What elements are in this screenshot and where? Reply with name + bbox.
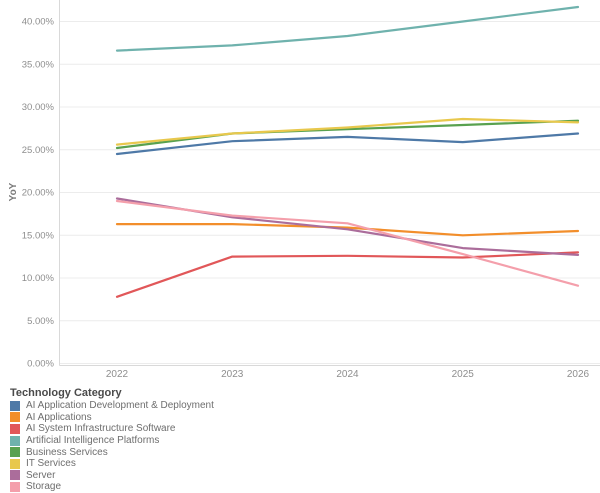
- y-axis-title: YoY: [8, 182, 19, 201]
- x-tick-label: 2024: [336, 369, 359, 380]
- y-tick-label: 20.00%: [22, 188, 55, 199]
- series-line-2[interactable]: [117, 252, 578, 296]
- legend-swatch: [10, 436, 20, 446]
- yoy-line-chart[interactable]: 0.00% 5.00% 10.00% 15.00% 20.00% 25.00% 30.00%…: [0, 0, 600, 385]
- legend-item-label: AI Application Development & Deployment: [26, 400, 214, 411]
- legend-item-3[interactable]: Artificial Intelligence Platforms: [10, 435, 600, 447]
- legend-item-label: IT Services: [26, 458, 76, 469]
- y-tick-label: 30.00%: [22, 102, 55, 113]
- legend-title: Technology Category: [10, 387, 600, 400]
- y-tick-label: 0.00%: [27, 359, 54, 370]
- y-tick-label: 35.00%: [22, 59, 55, 70]
- series-line-0[interactable]: [117, 134, 578, 155]
- legend-item-6[interactable]: Server: [10, 470, 600, 482]
- legend-item-7[interactable]: Storage: [10, 481, 600, 493]
- y-tick-label: 10.00%: [22, 273, 55, 284]
- legend-item-label: Artificial Intelligence Platforms: [26, 435, 159, 446]
- legend-swatch: [10, 447, 20, 457]
- legend-item-0[interactable]: AI Application Development & Deployment: [10, 400, 600, 412]
- legend-item-4[interactable]: Business Services: [10, 446, 600, 458]
- chart-area: 0.00% 5.00% 10.00% 15.00% 20.00% 25.00% 30.00%…: [0, 0, 600, 385]
- x-tick-label: 2022: [106, 369, 129, 380]
- x-tick-labels-group: 2022 2023 2024 2025 2026: [106, 369, 590, 380]
- series-line-4[interactable]: [117, 121, 578, 148]
- x-tick-label: 2023: [221, 369, 244, 380]
- x-tick-label: 2025: [452, 369, 475, 380]
- series-line-3[interactable]: [117, 7, 578, 51]
- legend-item-1[interactable]: AI Applications: [10, 412, 600, 424]
- legend-swatch: [10, 424, 20, 434]
- y-tick-labels-group: 0.00% 5.00% 10.00% 15.00% 20.00% 25.00% 30.00%…: [22, 17, 55, 370]
- gridlines-group: [60, 22, 600, 364]
- y-tick-label: 40.00%: [22, 17, 55, 28]
- legend-swatch: [10, 412, 20, 422]
- x-tick-label: 2026: [567, 369, 590, 380]
- legend-item-label: Server: [26, 470, 55, 481]
- y-tick-label: 5.00%: [27, 316, 54, 327]
- legend-swatch: [10, 470, 20, 480]
- legend-swatch: [10, 459, 20, 469]
- legend-item-2[interactable]: AI System Infrastructure Software: [10, 423, 600, 435]
- color-legend: Technology Category AI Application Devel…: [0, 385, 600, 493]
- y-tick-label: 15.00%: [22, 230, 55, 241]
- axis-lines-group: [60, 0, 600, 366]
- legend-item-5[interactable]: IT Services: [10, 458, 600, 470]
- legend-swatch: [10, 482, 20, 492]
- legend-swatch: [10, 401, 20, 411]
- legend-item-label: AI Applications: [26, 412, 92, 423]
- legend-item-label: AI System Infrastructure Software: [26, 423, 176, 434]
- y-tick-label: 25.00%: [22, 145, 55, 156]
- series-lines-group: [117, 7, 578, 297]
- legend-item-label: Business Services: [26, 447, 108, 458]
